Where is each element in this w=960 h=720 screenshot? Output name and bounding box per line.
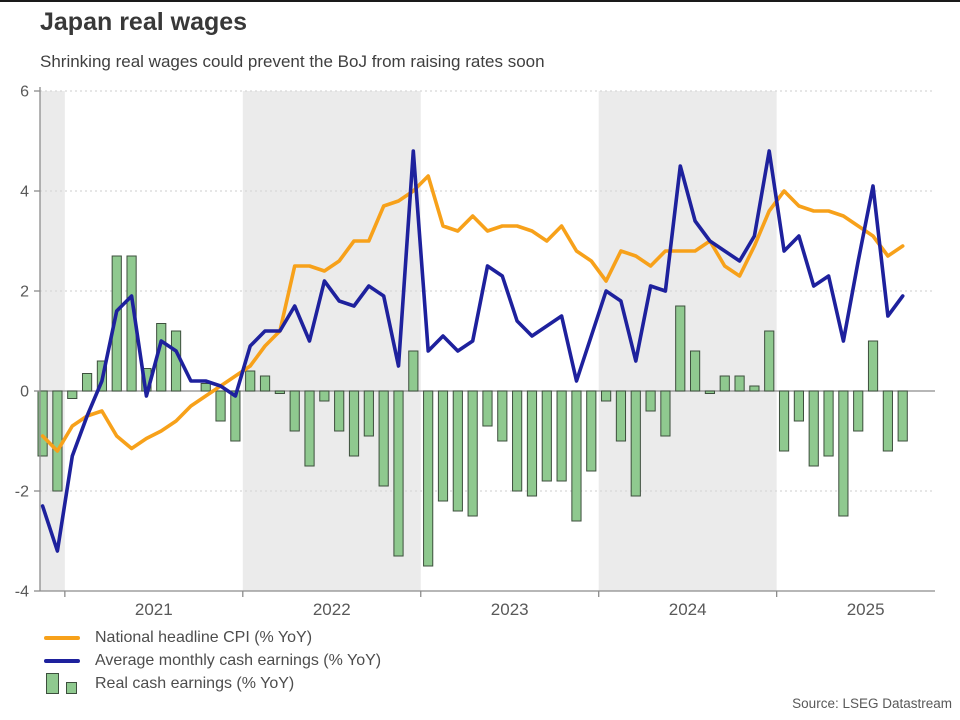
svg-text:-4: -4 — [15, 584, 29, 601]
earnings-line-icon — [44, 658, 82, 663]
gridlines — [40, 90, 935, 492]
real-bars-icon — [44, 673, 82, 694]
cpi-line — [40, 174, 905, 453]
legend-item-cpi: National headline CPI (% YoY) — [44, 626, 381, 649]
svg-text:-2: -2 — [15, 484, 29, 501]
top-rule — [0, 0, 960, 2]
chart-title: Japan real wages — [40, 8, 248, 36]
legend-label-cpi: National headline CPI (% YoY) — [95, 628, 313, 646]
source-credit: Source: LSEG Datastream — [792, 696, 952, 711]
legend-item-earnings: Average monthly cash earnings (% YoY) — [44, 649, 381, 672]
axes — [34, 87, 935, 597]
svg-text:2023: 2023 — [491, 600, 529, 619]
chart-legend: National headline CPI (% YoY) Average mo… — [44, 626, 381, 695]
svg-text:4: 4 — [20, 184, 29, 201]
svg-text:2022: 2022 — [313, 600, 351, 619]
legend-label-real: Real cash earnings (% YoY) — [95, 674, 295, 692]
svg-text:0: 0 — [20, 384, 29, 401]
y-axis-labels: 6 4 2 0 -2 -4 — [15, 84, 29, 601]
x-axis-labels: 2021 2022 2023 2024 2025 — [135, 600, 885, 619]
svg-text:2024: 2024 — [669, 600, 707, 619]
legend-item-real: Real cash earnings (% YoY) — [44, 672, 381, 695]
real-cash-earnings-bars — [37, 255, 908, 567]
earnings-line — [40, 149, 905, 553]
svg-text:2025: 2025 — [847, 600, 885, 619]
svg-text:2: 2 — [20, 284, 29, 301]
year-shading-bands — [40, 91, 777, 591]
svg-text:6: 6 — [20, 84, 29, 101]
legend-label-earnings: Average monthly cash earnings (% YoY) — [95, 651, 382, 669]
cpi-line-icon — [44, 635, 82, 640]
svg-text:2021: 2021 — [135, 600, 173, 619]
chart-subtitle: Shrinking real wages could prevent the B… — [40, 52, 545, 71]
